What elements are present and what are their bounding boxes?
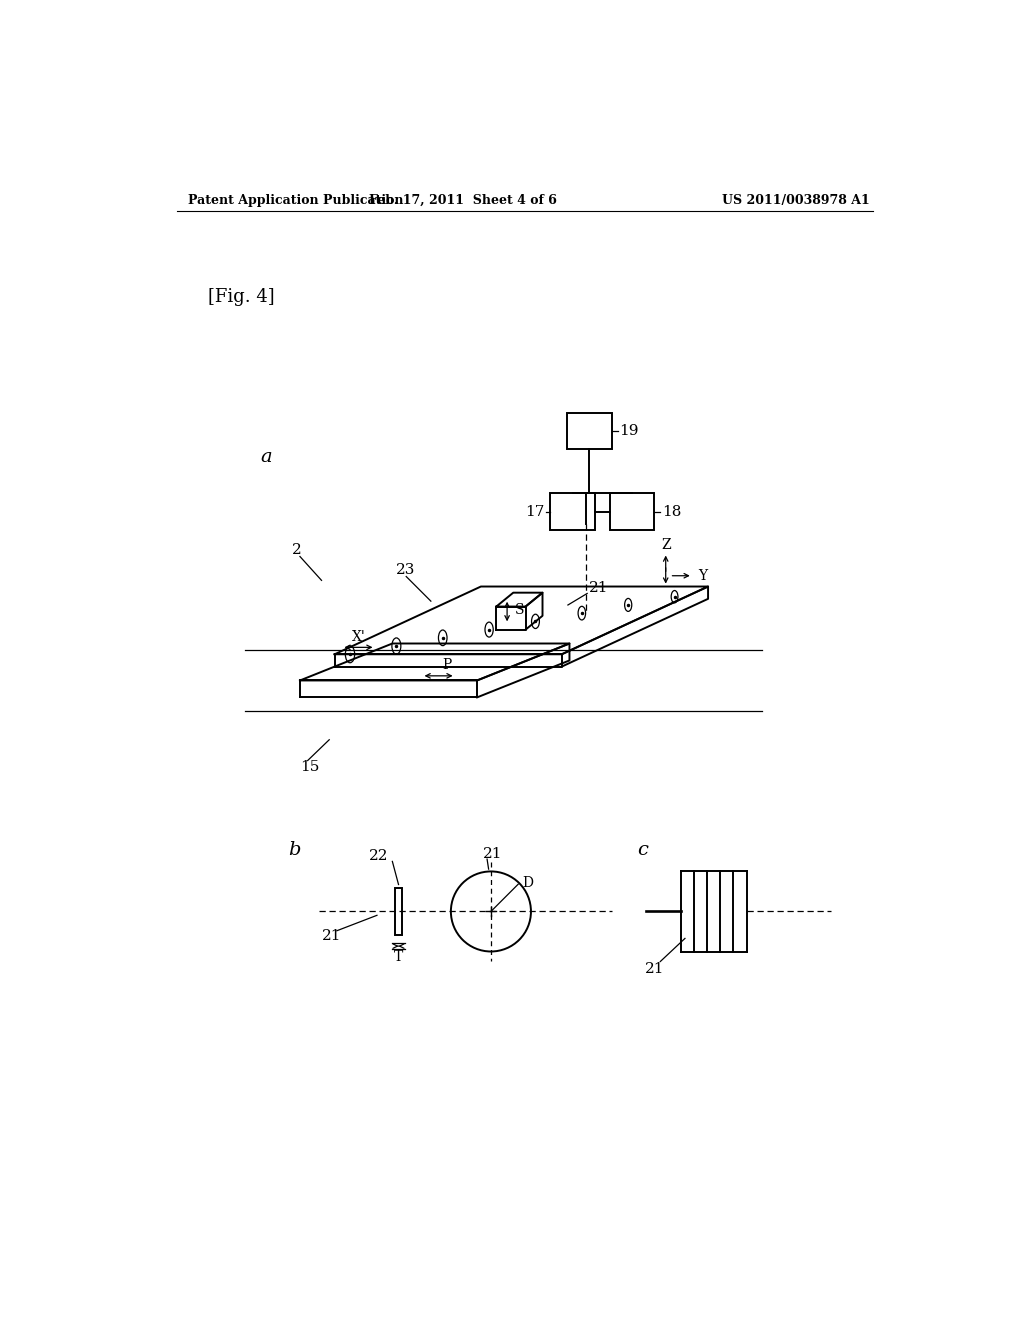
Text: D: D <box>522 875 534 890</box>
Text: US 2011/0038978 A1: US 2011/0038978 A1 <box>722 194 869 207</box>
Text: 19: 19 <box>620 424 639 438</box>
Text: 15: 15 <box>300 760 319 774</box>
Text: c: c <box>637 841 648 859</box>
Text: [Fig. 4]: [Fig. 4] <box>208 288 274 306</box>
Text: 2: 2 <box>292 543 302 557</box>
Text: Y: Y <box>698 569 708 582</box>
Text: 23: 23 <box>396 564 416 577</box>
Text: 21: 21 <box>645 962 665 977</box>
Bar <box>567 412 611 449</box>
Text: S: S <box>515 603 524 616</box>
Bar <box>395 887 402 936</box>
Text: Patent Application Publication: Patent Application Publication <box>188 194 403 207</box>
Bar <box>550 494 595 531</box>
Bar <box>609 494 654 531</box>
Text: 21: 21 <box>322 929 341 942</box>
Text: T: T <box>394 950 403 964</box>
Text: a: a <box>260 449 271 466</box>
Text: Feb. 17, 2011  Sheet 4 of 6: Feb. 17, 2011 Sheet 4 of 6 <box>370 194 557 207</box>
Text: 21: 21 <box>483 846 503 861</box>
Text: 22: 22 <box>369 849 388 863</box>
Text: b: b <box>289 841 301 859</box>
Text: 17: 17 <box>524 504 544 519</box>
Text: X': X' <box>352 630 366 644</box>
Text: P: P <box>442 659 452 672</box>
Text: 21: 21 <box>589 581 608 595</box>
Text: 18: 18 <box>662 504 681 519</box>
Text: Z: Z <box>662 539 672 552</box>
